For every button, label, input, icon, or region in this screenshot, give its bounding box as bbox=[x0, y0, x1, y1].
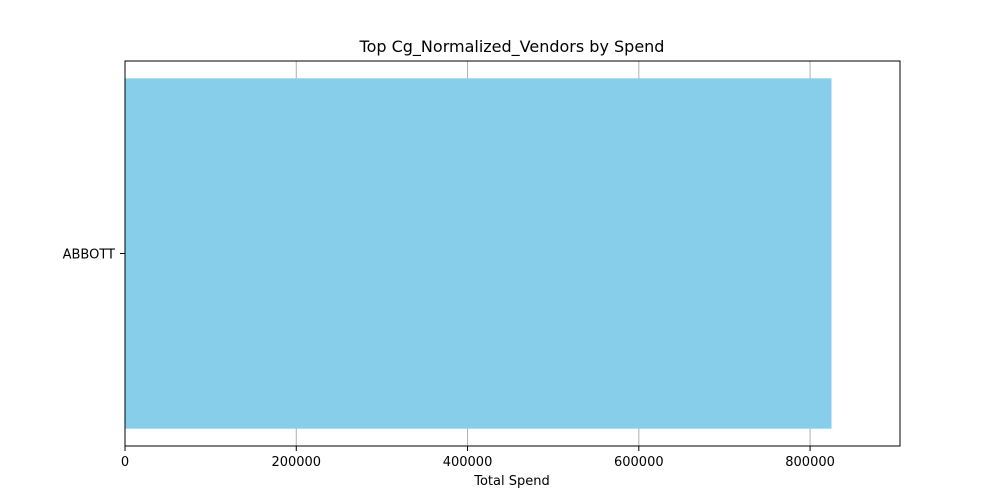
bars bbox=[125, 78, 832, 429]
x-tick-label: 800000 bbox=[785, 455, 835, 470]
x-tick-label: 600000 bbox=[614, 455, 664, 470]
bar bbox=[125, 78, 832, 429]
chart-title: Top Cg_Normalized_Vendors by Spend bbox=[359, 37, 665, 57]
x-tick-label: 0 bbox=[121, 455, 129, 470]
x-axis-ticks: 0 200000 400000 600000 800000 bbox=[121, 446, 835, 470]
y-axis-categories: ABBOTT bbox=[63, 248, 125, 263]
x-tick-label: 400000 bbox=[443, 455, 493, 470]
x-axis-label: Total Spend bbox=[473, 474, 550, 489]
y-tick-label: ABBOTT bbox=[63, 248, 115, 263]
x-tick-label: 200000 bbox=[271, 455, 321, 470]
